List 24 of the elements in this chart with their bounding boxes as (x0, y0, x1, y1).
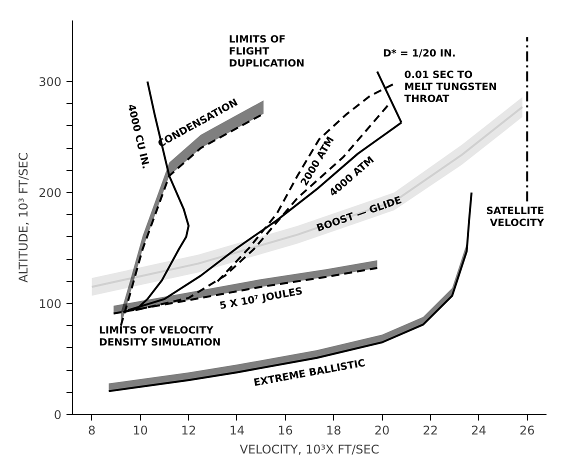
y-tick-label: 300 (38, 75, 62, 90)
x-tick-label: 8 (88, 424, 96, 438)
y-axis-title: ALTITUDE, 10³ FT/SEC (16, 152, 31, 283)
x-tick-label: 14 (229, 424, 245, 438)
y-tick-label: 200 (38, 186, 62, 200)
x-tick-label: 26 (520, 424, 535, 438)
x-tick-label: 24 (471, 424, 486, 438)
annotation: LIMITS OF FLIGHT DUPLICATION (228, 34, 304, 70)
x-tick-label: 16 (278, 424, 293, 438)
annotation: 4000 CU IN. (124, 103, 151, 170)
x-axis-title: VELOCITY, 10³X FT/SEC (240, 442, 380, 456)
annotation: SATELLITE VELOCITY (486, 206, 545, 230)
x-tick-label: 12 (180, 424, 196, 438)
x-tick-label: 20 (374, 424, 390, 438)
annotation: LIMITS OF VELOCITY DENSITY SIMULATION (99, 325, 221, 348)
x-tick-label: 18 (326, 424, 342, 438)
annotation: EXTREME BALLISTIC (252, 358, 366, 389)
x-tick-label: 10 (132, 424, 148, 438)
annotation: 0.01 SEC TO MELT TUNGSTEN THROAT (404, 70, 497, 106)
annotation: D* = 1/20 IN. (382, 48, 456, 60)
annotation: 5 X 10⁷ JOULES (218, 286, 304, 312)
y-tick-label: 0 (54, 408, 62, 422)
x-tick-label: 22 (422, 424, 438, 438)
y-tick-label: 100 (38, 297, 62, 312)
